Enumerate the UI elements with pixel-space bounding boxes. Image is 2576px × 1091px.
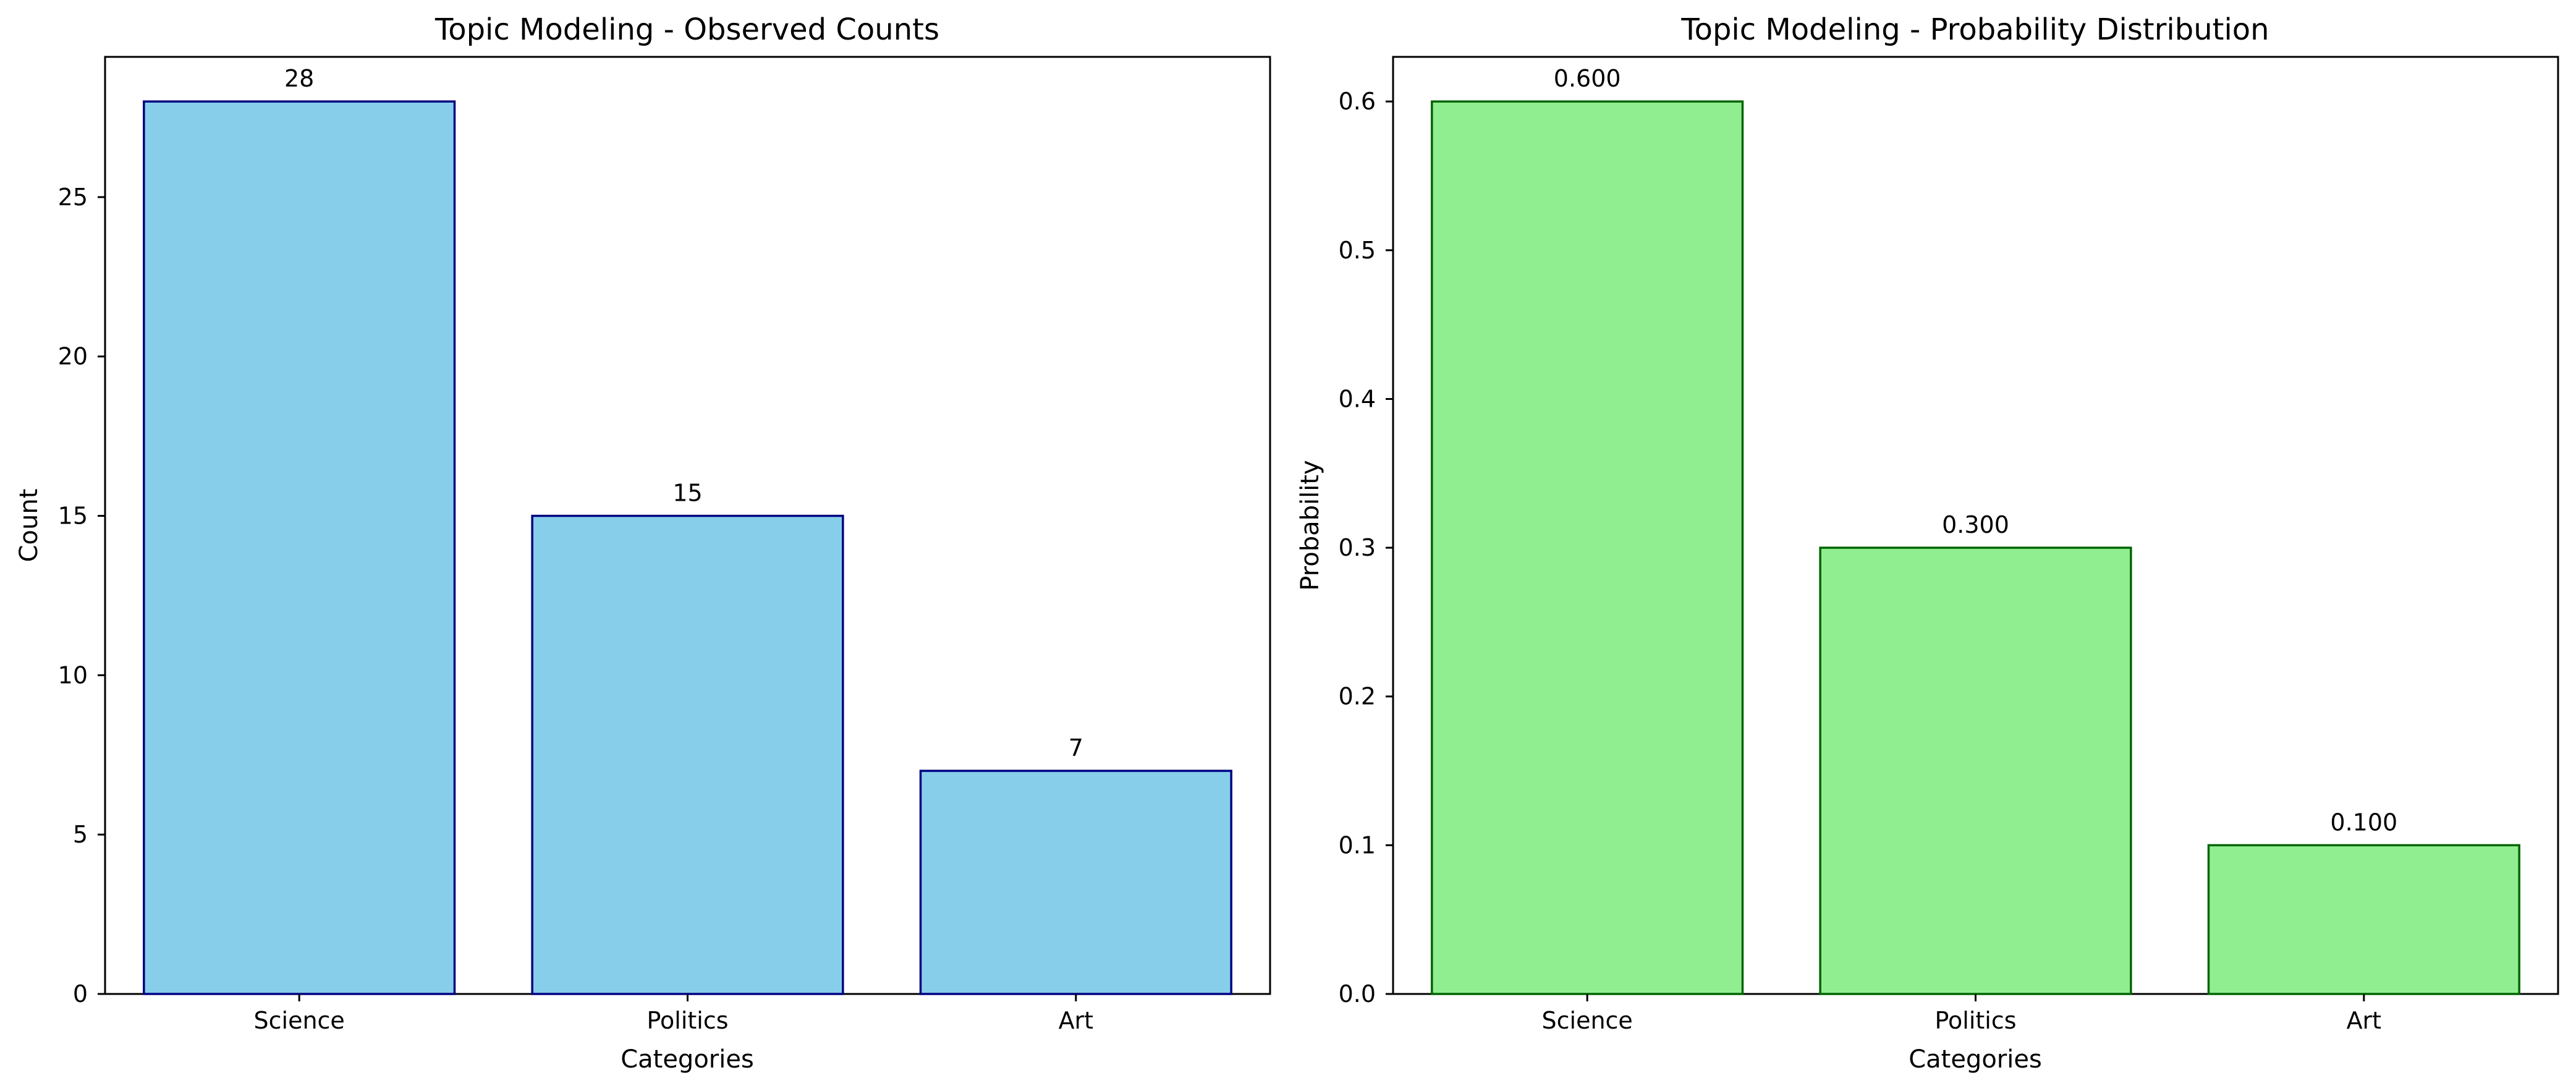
probability-bars xyxy=(1431,100,2520,995)
counts-y-tick-label: 15 xyxy=(58,503,88,530)
probability-bar-politics xyxy=(1819,546,2132,995)
counts-bars xyxy=(143,100,1232,995)
probability-chart: Topic Modeling - Probability Distributio… xyxy=(1296,12,2559,1074)
probability-x-tick-label: Science xyxy=(1542,1007,1633,1034)
probability-y-ticks: 0.0 0.1 0.2 0.3 0.4 0.5 0.6 xyxy=(1339,88,1393,1008)
probability-x-axis-label: Categories xyxy=(1909,1045,2042,1074)
probability-y-axis-label: Probability xyxy=(1296,460,1324,590)
counts-y-ticks: 0 5 10 15 20 25 xyxy=(58,184,105,1008)
counts-x-tick-label: Art xyxy=(1059,1007,1094,1034)
probability-y-tick-label: 0.3 xyxy=(1339,534,1376,561)
counts-value-labels: 28 15 7 xyxy=(284,65,1083,762)
probability-bar-art xyxy=(2207,844,2520,995)
probability-value-label-politics: 0.300 xyxy=(1942,511,2009,538)
counts-y-tick-label: 0 xyxy=(73,980,88,1008)
counts-bar-science xyxy=(143,100,456,995)
counts-y-tick-label: 25 xyxy=(58,184,88,211)
counts-x-tick-label: Politics xyxy=(646,1007,728,1034)
counts-y-axis-label: Count xyxy=(15,489,43,562)
probability-x-tick-label: Art xyxy=(2347,1007,2382,1034)
probability-y-tick-label: 0.1 xyxy=(1339,831,1376,859)
counts-y-tick-label: 10 xyxy=(58,661,88,689)
counts-y-tick-label: 20 xyxy=(58,343,88,370)
counts-bar-art xyxy=(919,770,1232,995)
counts-x-axis-label: Categories xyxy=(621,1045,754,1074)
counts-x-tick-label: Science xyxy=(254,1007,345,1034)
counts-value-label-art: 7 xyxy=(1069,734,1083,762)
probability-value-label-art: 0.100 xyxy=(2330,809,2397,836)
probability-value-label-science: 0.600 xyxy=(1554,65,1621,92)
probability-bar-science xyxy=(1431,100,1744,995)
counts-chart: Topic Modeling - Observed Counts Categor… xyxy=(15,12,1271,1074)
counts-x-ticks: Science Politics Art xyxy=(254,994,1094,1034)
probability-x-ticks: Science Politics Art xyxy=(1542,994,2382,1034)
counts-chart-title: Topic Modeling - Observed Counts xyxy=(434,12,939,47)
probability-value-labels: 0.600 0.300 0.100 xyxy=(1554,65,2397,836)
probability-y-tick-label: 0.2 xyxy=(1339,683,1376,710)
counts-value-label-science: 28 xyxy=(284,65,314,92)
probability-x-tick-label: Politics xyxy=(1934,1007,2016,1034)
probability-y-tick-label: 0.0 xyxy=(1339,980,1376,1008)
probability-chart-title: Topic Modeling - Probability Distributio… xyxy=(1680,12,2269,47)
probability-y-tick-label: 0.4 xyxy=(1339,385,1376,412)
probability-y-tick-label: 0.6 xyxy=(1339,88,1376,115)
counts-y-tick-label: 5 xyxy=(73,821,88,848)
counts-bar-politics xyxy=(531,514,844,995)
probability-y-tick-label: 0.5 xyxy=(1339,237,1376,264)
counts-value-label-politics: 15 xyxy=(672,480,702,507)
